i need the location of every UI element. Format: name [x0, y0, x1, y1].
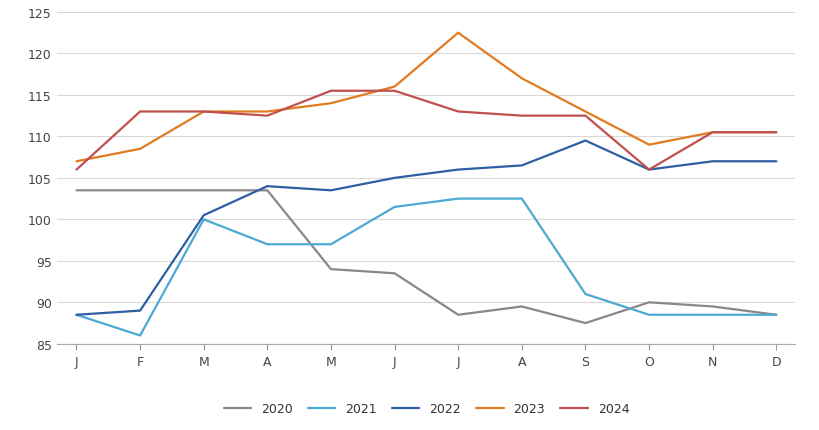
2021 [453, 197, 463, 202]
2024 [771, 130, 781, 135]
2024 [71, 168, 81, 173]
2023 [71, 160, 81, 165]
Line: 2020: 2020 [76, 191, 776, 323]
Line: 2022: 2022 [76, 141, 776, 315]
2023 [389, 85, 399, 90]
2020 [326, 267, 336, 272]
2023 [516, 77, 526, 82]
2022 [198, 213, 208, 218]
2024 [389, 89, 399, 94]
2022 [135, 308, 145, 313]
2021 [262, 242, 272, 247]
2024 [262, 114, 272, 119]
Legend: 2020, 2021, 2022, 2023, 2024: 2020, 2021, 2022, 2023, 2024 [218, 396, 634, 420]
2021 [389, 205, 399, 210]
2024 [453, 110, 463, 115]
Line: 2021: 2021 [76, 199, 776, 336]
2021 [644, 313, 654, 318]
2023 [262, 110, 272, 115]
2022 [580, 138, 590, 144]
2024 [707, 130, 717, 135]
2022 [326, 188, 336, 194]
2021 [71, 313, 81, 318]
2020 [707, 304, 717, 309]
2024 [326, 89, 336, 94]
2022 [644, 168, 654, 173]
2024 [198, 110, 208, 115]
2020 [198, 188, 208, 194]
2024 [580, 114, 590, 119]
2023 [644, 143, 654, 148]
2020 [516, 304, 526, 309]
2024 [516, 114, 526, 119]
2020 [644, 300, 654, 305]
2024 [644, 168, 654, 173]
2021 [135, 333, 145, 338]
2020 [262, 188, 272, 194]
2020 [389, 271, 399, 276]
2020 [771, 313, 781, 318]
2021 [771, 313, 781, 318]
2023 [326, 101, 336, 107]
2020 [453, 313, 463, 318]
2020 [71, 188, 81, 194]
2020 [135, 188, 145, 194]
2022 [516, 163, 526, 169]
2021 [326, 242, 336, 247]
2023 [707, 130, 717, 135]
2022 [707, 160, 717, 165]
2022 [71, 313, 81, 318]
2022 [262, 184, 272, 189]
2024 [135, 110, 145, 115]
2023 [771, 130, 781, 135]
2023 [135, 147, 145, 152]
2023 [453, 31, 463, 36]
2021 [580, 292, 590, 297]
Line: 2024: 2024 [76, 92, 776, 170]
Line: 2023: 2023 [76, 34, 776, 162]
2021 [707, 313, 717, 318]
2022 [453, 168, 463, 173]
2021 [198, 217, 208, 222]
2023 [198, 110, 208, 115]
2021 [516, 197, 526, 202]
2022 [771, 160, 781, 165]
2020 [580, 321, 590, 326]
2023 [580, 110, 590, 115]
2022 [389, 176, 399, 181]
